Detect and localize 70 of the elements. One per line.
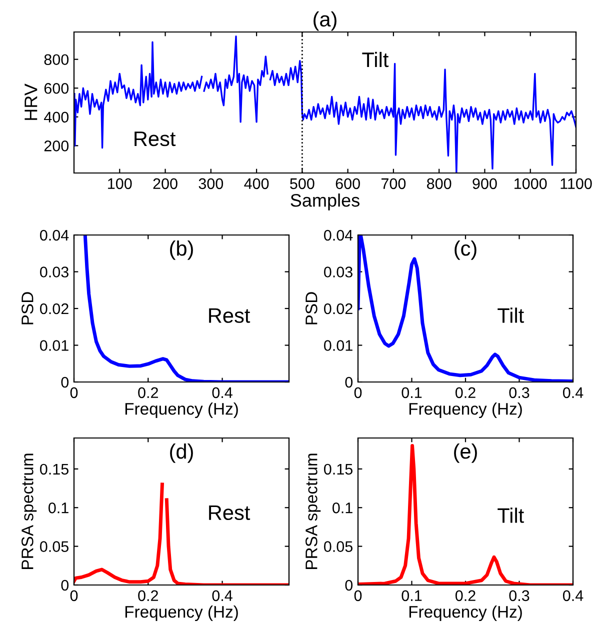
y-axis-title: PRSA spectrum <box>22 454 37 569</box>
x-axis-title: Samples <box>290 193 360 210</box>
x-tick-label: 0 <box>70 590 78 602</box>
x-tick-label: 400 <box>244 178 269 190</box>
y-tick-label: 0.04 <box>324 230 353 241</box>
x-tick-label: 0.1 <box>402 590 422 602</box>
y-tick-label: 0.1 <box>332 502 352 514</box>
y-tick-label: 0.02 <box>40 303 68 314</box>
annotation: Rest <box>209 505 250 520</box>
x-tick-label: 0.1 <box>402 387 422 398</box>
x-tick-label: 0.4 <box>562 590 584 602</box>
x-tick-label: 0.3 <box>509 387 530 398</box>
x-tick-label: 100 <box>108 178 132 190</box>
annotation: Tilt <box>498 508 524 523</box>
y-tick-label: 0 <box>345 376 353 388</box>
y-tick-label: 400 <box>44 112 69 123</box>
x-axis-title: Frequency (Hz) <box>125 402 238 418</box>
y-tick-label: 0.04 <box>40 230 69 241</box>
y-tick-label: 0 <box>61 580 69 591</box>
x-tick-label: 0.4 <box>212 590 232 602</box>
y-tick-label: 0.03 <box>324 266 352 278</box>
x-tick-label: 1100 <box>560 178 592 190</box>
x-tick-label: 0 <box>70 387 78 398</box>
x-tick-label: 1000 <box>514 178 547 190</box>
y-tick-label: 0 <box>345 580 353 591</box>
x-tick-label: 0.2 <box>138 387 158 398</box>
y-axis-title: PSD <box>306 292 318 324</box>
x-tick-label: 0.2 <box>455 387 476 398</box>
y-tick-label: 0.15 <box>40 464 68 475</box>
y-tick-label: 0.02 <box>324 303 352 314</box>
x-tick-label: 0.3 <box>509 590 530 602</box>
annotation: Rest <box>134 132 176 146</box>
y-axis-title: PSD <box>22 292 34 324</box>
chart-title: (c) <box>454 240 476 260</box>
y-tick-label: 0.05 <box>40 541 68 552</box>
y-tick-label: 200 <box>44 140 69 152</box>
y-axis-title: PRSA spectrum <box>306 454 321 569</box>
y-tick-label: 0.01 <box>40 340 68 351</box>
x-tick-label: 0 <box>354 387 362 398</box>
x-tick-label: 300 <box>198 178 224 190</box>
y-tick-label: 800 <box>44 54 69 66</box>
line-series <box>358 235 573 382</box>
y-tick-label: 600 <box>44 82 69 94</box>
y-tick-label: 0.1 <box>48 502 68 514</box>
chart-title: (b) <box>170 240 193 260</box>
x-tick-label: 700 <box>381 178 406 190</box>
chart-title: (a) <box>314 11 336 31</box>
y-tick-label: 0 <box>61 376 69 388</box>
x-tick-label: 0.4 <box>212 387 232 398</box>
y-axis-title: HRV <box>24 84 38 120</box>
x-axis-title: Frequency (Hz) <box>409 605 522 622</box>
x-tick-label: 500 <box>290 178 314 190</box>
y-tick-label: 0.03 <box>40 266 68 278</box>
x-axis-title: Frequency (Hz) <box>125 605 238 622</box>
y-tick-label: 0.01 <box>324 340 352 351</box>
x-tick-label: 900 <box>472 178 497 190</box>
x-tick-label: 0.2 <box>455 590 476 602</box>
x-tick-label: 800 <box>427 178 452 190</box>
annotation: Tilt <box>362 52 389 68</box>
x-tick-label: 0.2 <box>138 590 158 602</box>
x-tick-label: 0 <box>354 590 362 602</box>
annotation: Rest <box>209 308 250 323</box>
x-axis-title: Frequency (Hz) <box>409 402 522 418</box>
y-tick-label: 0.05 <box>324 541 352 552</box>
x-tick-label: 0.4 <box>562 387 584 398</box>
chart-title: (d) <box>170 443 193 463</box>
y-tick-label: 0.15 <box>324 464 352 475</box>
x-tick-label: 200 <box>153 178 178 190</box>
chart-title: (e) <box>454 443 477 463</box>
annotation: Tilt <box>498 308 524 323</box>
